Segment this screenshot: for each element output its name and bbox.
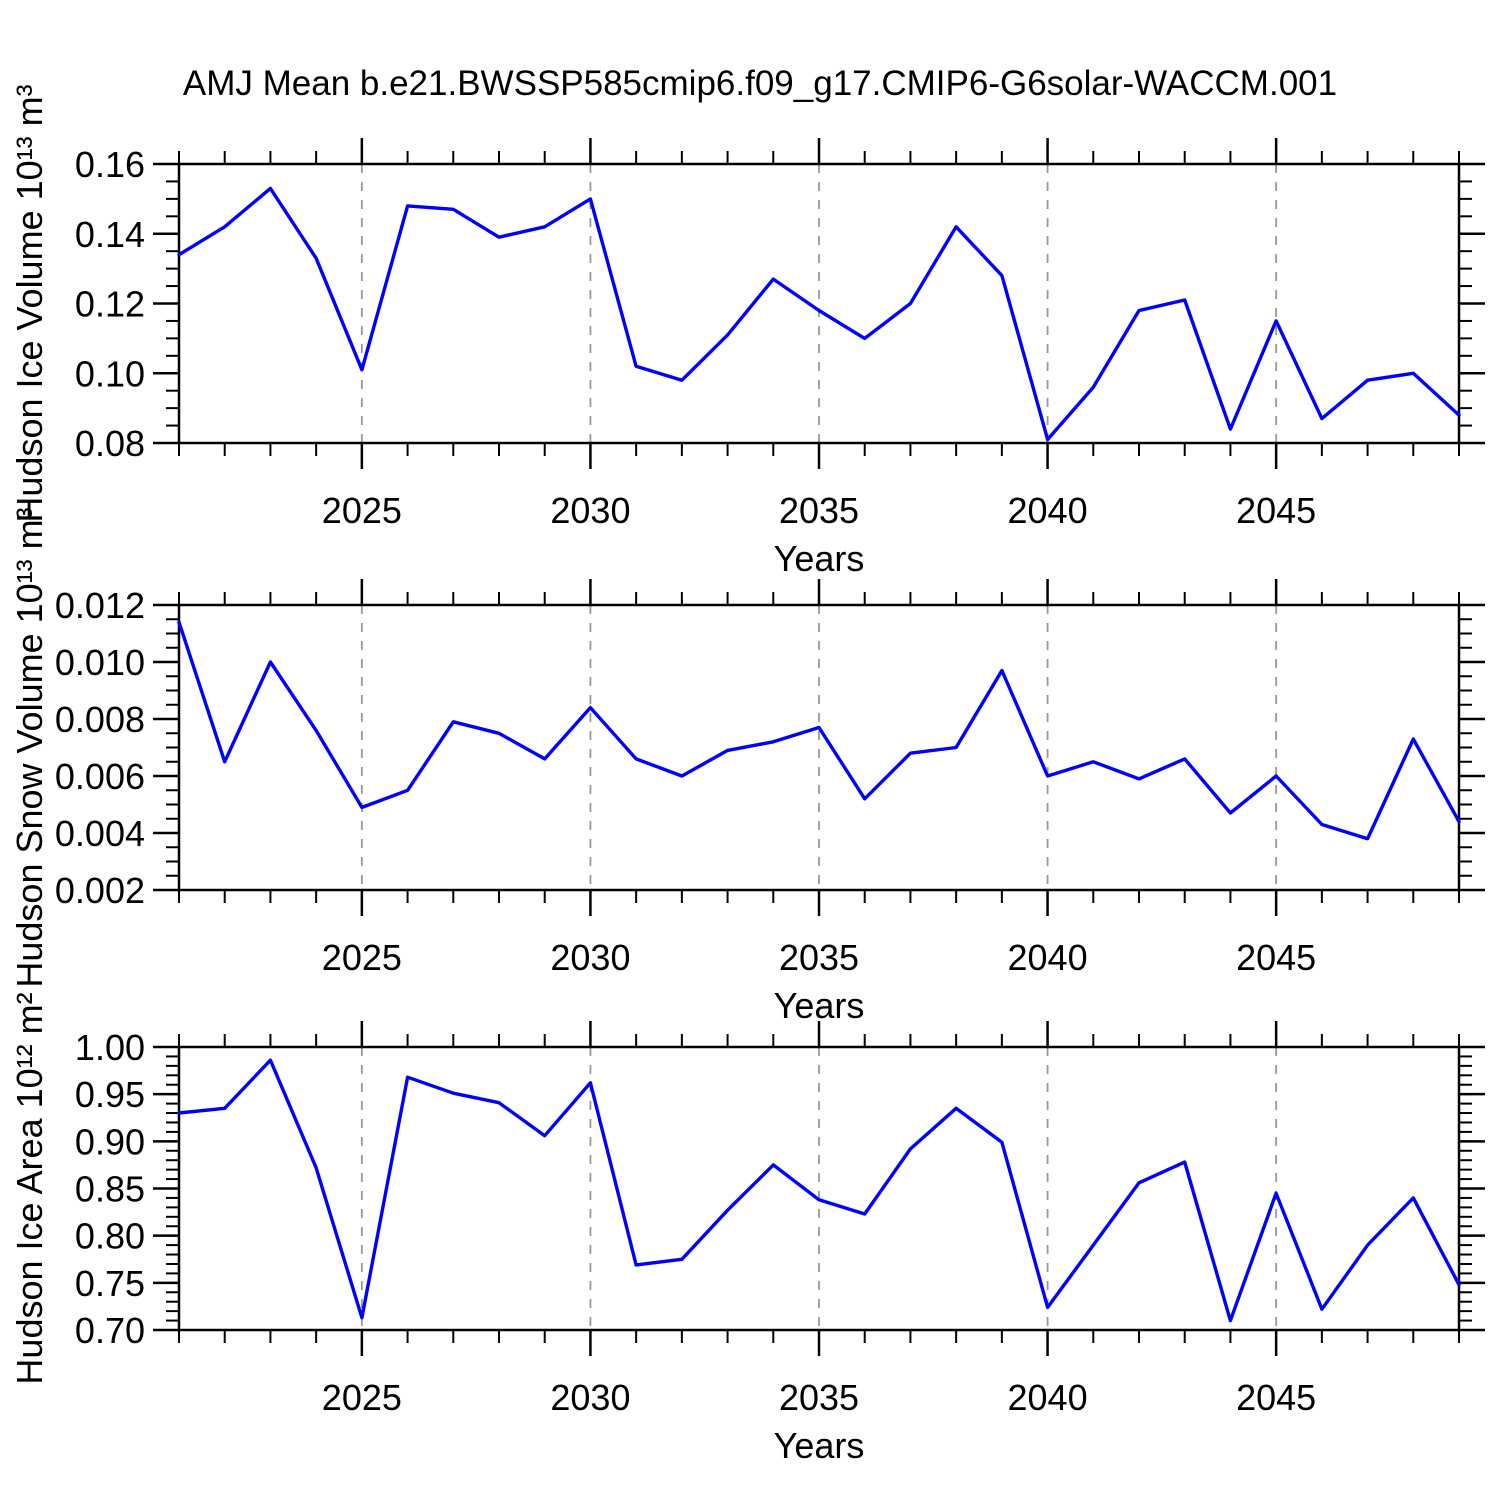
y-tick-label: 0.75 [75,1263,145,1304]
y-tick-label: 0.08 [75,423,145,464]
y-tick-label: 0.14 [75,214,145,255]
y-tick-label: 0.008 [55,699,145,740]
x-tick-label: 2025 [322,937,402,978]
panel-2: 2025 2030 2035 2040 2045 0.002 0.004 0.006 0.008… [9,507,1485,1026]
plot-frame [177,162,1461,445]
plot-frame [177,603,1461,892]
x-tick-label: 2035 [779,1377,859,1418]
y-tick-label: 0.85 [75,1169,145,1210]
x-axis-title: Years [774,538,865,579]
x-tick-label: 2035 [779,490,859,531]
data-line [177,620,1461,841]
y-tick-label: 0.95 [75,1074,145,1115]
data-line [177,186,1461,442]
y-tick-label: 1.00 [75,1027,145,1068]
y-axis-title: Hudson Ice Volume 10¹³ m³ [9,84,50,522]
y-tick-label: 0.80 [75,1216,145,1257]
y-tick-label: 0.12 [75,284,145,325]
x-tick-label: 2025 [322,490,402,531]
y-tick-label: 0.70 [75,1310,145,1351]
plot-frame [177,1045,1461,1332]
y-axis-title: Hudson Ice Area 10¹² m² [9,992,50,1384]
x-tick-label: 2030 [550,1377,630,1418]
y-tick-label: 0.012 [55,585,145,626]
y-tick-label: 0.010 [55,642,145,683]
figure-title: AMJ Mean b.e21.BWSSP585cmip6.f09_g17.CMI… [182,64,1338,103]
x-tick-label: 2030 [550,490,630,531]
x-axis-title: Years [774,985,865,1026]
data-line [177,1058,1461,1323]
x-tick-label: 2040 [1008,490,1088,531]
x-tick-label: 2045 [1236,490,1316,531]
x-axis-title: Years [774,1425,865,1466]
y-tick-label: 0.16 [75,144,145,185]
y-tick-label: 0.004 [55,813,145,854]
y-tick-label: 0.10 [75,353,145,394]
panel-1: 2025 2030 2035 2040 2045 0.08 0.10 0.12 0.14 0.16… [9,84,1485,579]
x-tick-label: 2030 [550,937,630,978]
x-tick-label: 2040 [1008,937,1088,978]
x-tick-label: 2045 [1236,937,1316,978]
panel-3: 2025 2030 2035 2040 2045 0.70 0.75 0.80 0.85 0.90… [9,992,1485,1466]
x-tick-label: 2045 [1236,1377,1316,1418]
y-axis-title: Hudson Snow Volume 10¹³ m³ [9,507,50,987]
x-tick-label: 2035 [779,937,859,978]
x-tick-label: 2025 [322,1377,402,1418]
y-tick-label: 0.006 [55,756,145,797]
y-tick-label: 0.002 [55,870,145,911]
y-tick-label: 0.90 [75,1121,145,1162]
x-tick-label: 2040 [1008,1377,1088,1418]
